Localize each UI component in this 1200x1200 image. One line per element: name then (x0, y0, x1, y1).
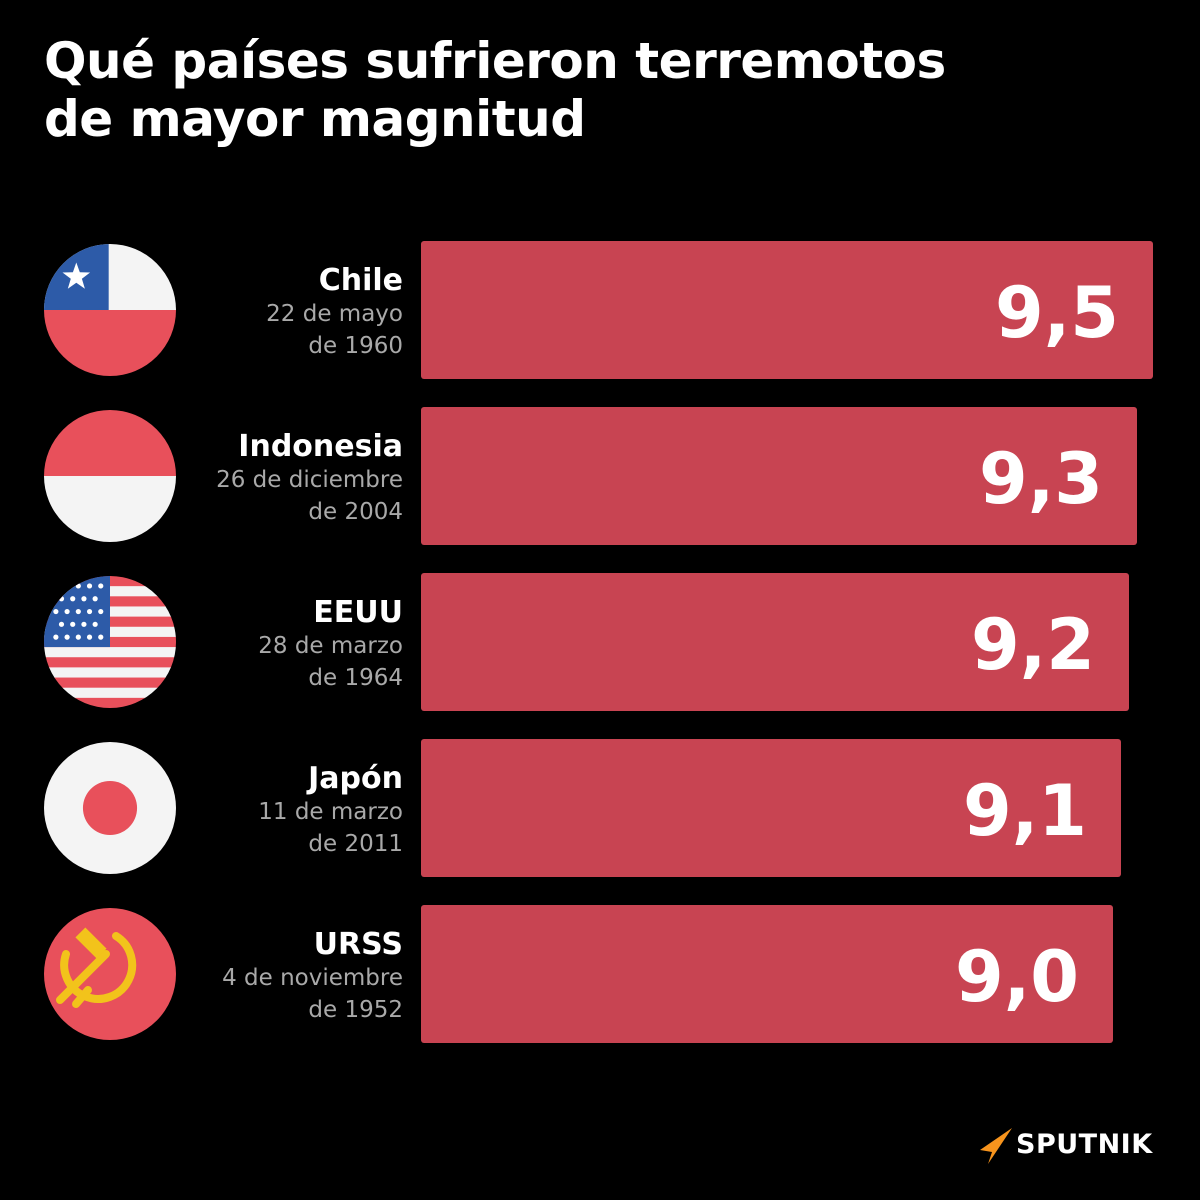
value-label: 9,0 (955, 936, 1079, 1018)
bar-row-3: Japón 11 de marzo de 2011 9,1 (44, 739, 1121, 877)
bar (421, 241, 1153, 379)
japan-flag-icon (44, 742, 176, 874)
date-label: 22 de mayo (266, 301, 403, 327)
country-label: Japón (306, 761, 403, 796)
indonesia-flag-icon (44, 410, 176, 542)
date-label: de 1960 (308, 333, 403, 359)
date-label: de 1952 (308, 997, 403, 1023)
value-label: 9,1 (963, 770, 1087, 852)
usa-flag-icon (44, 576, 176, 708)
country-label: EEUU (313, 595, 403, 630)
chart-title-line-1: Qué países sufrieron terremotos (44, 32, 946, 90)
chile-flag-icon (44, 244, 176, 376)
value-label: 9,2 (971, 604, 1095, 686)
country-label: URSS (314, 927, 403, 962)
sputnik-logo-text: SPUTNIK (1016, 1129, 1153, 1160)
country-label: Indonesia (238, 429, 403, 464)
sputnik-logo: SPUTNIK (978, 1126, 1168, 1166)
date-label: 28 de marzo (258, 633, 403, 659)
date-label: de 2004 (308, 499, 403, 525)
date-label: de 1964 (308, 665, 403, 691)
date-label: 26 de diciembre (216, 467, 403, 493)
ussr-flag-icon (44, 908, 176, 1040)
bar-row-0: Chile 22 de mayo de 1960 9,5 (44, 241, 1153, 379)
chart-title-line-2: de mayor magnitud (44, 90, 586, 148)
bar (421, 407, 1137, 545)
date-label: 4 de noviembre (222, 965, 403, 991)
value-label: 9,3 (979, 438, 1103, 520)
bar-row-4: URSS 4 de noviembre de 1952 9,0 (44, 905, 1113, 1043)
value-label: 9,5 (995, 272, 1119, 354)
bar-row-2: EEUU 28 de marzo de 1964 9,2 (44, 573, 1129, 711)
date-label: de 2011 (308, 831, 403, 857)
country-label: Chile (319, 263, 403, 298)
chart-title: Qué países sufrieron terremotos de mayor… (44, 32, 1154, 148)
sputnik-logo-icon (980, 1128, 1012, 1164)
bar (421, 905, 1113, 1043)
bar-row-1: Indonesia 26 de diciembre de 2004 9,3 (44, 407, 1137, 545)
bar (421, 739, 1121, 877)
bar (421, 573, 1129, 711)
date-label: 11 de marzo (258, 799, 403, 825)
